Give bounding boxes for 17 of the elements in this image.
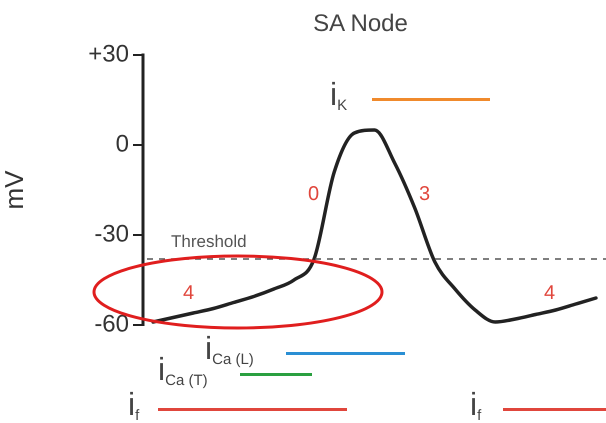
annotation: 4 — [544, 282, 556, 305]
line-series — [151, 128, 598, 324]
annotation: i$_{K}$ — [330, 76, 348, 116]
annotation: 0 — [308, 183, 320, 206]
y-tick-label: +30 — [88, 40, 129, 68]
y-tick-label: -30 — [94, 220, 129, 248]
text: i$_{Ca (T)}$ — [158, 351, 208, 389]
text: i$_{Ca (L)}$ — [205, 330, 254, 368]
annotation: 3 — [419, 183, 430, 206]
y-axis-title: mV — [0, 170, 29, 210]
y-tick-label: 0 — [116, 130, 129, 158]
annotation: 4 — [183, 282, 194, 305]
text: i$_{f}$ — [470, 386, 482, 423]
chart-title: SA Node — [312, 10, 409, 38]
ref-line-label: Threshold — [171, 232, 247, 252]
y-tick-label: -60 — [94, 310, 129, 338]
text: i$_{f}$ — [128, 386, 140, 423]
